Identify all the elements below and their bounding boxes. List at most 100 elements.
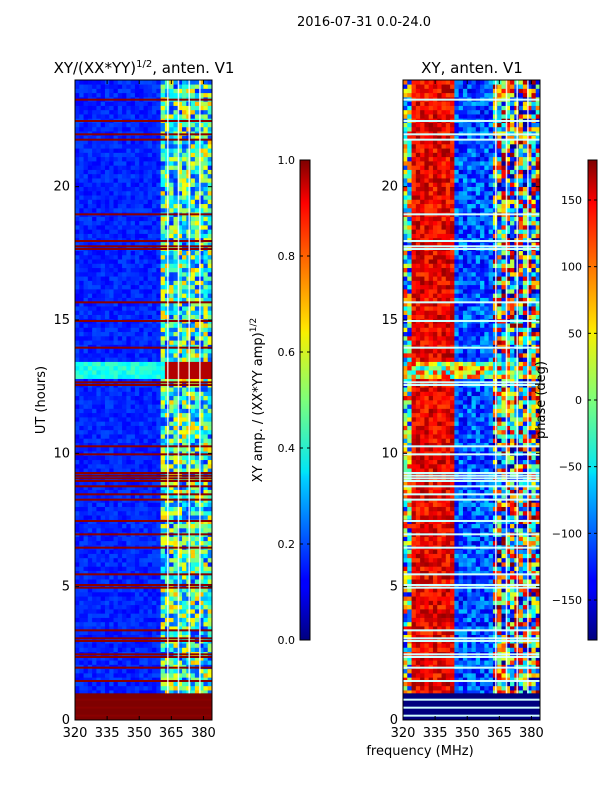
- heatmap-cell: [152, 553, 157, 559]
- heatmap-cell: [190, 92, 196, 98]
- heatmap-cell: [152, 570, 157, 576]
- heatmap-cell: [152, 284, 157, 290]
- heatmap-cell: [83, 242, 89, 247]
- heatmap-cell: [147, 220, 153, 226]
- heatmap-cell: [83, 395, 89, 401]
- heatmap-cell: [169, 690, 174, 695]
- heatmap-cell: [139, 293, 144, 298]
- heatmap-cell: [143, 280, 149, 286]
- heatmap-cell: [130, 493, 136, 499]
- heatmap-cell: [152, 425, 157, 431]
- heatmap-cell: [117, 459, 123, 465]
- heatmap-cell: [203, 574, 209, 580]
- heatmap-cell: [92, 553, 97, 559]
- heatmap-cell: [199, 566, 204, 571]
- heatmap-cell: [169, 609, 174, 614]
- heatmap-cell: [126, 254, 131, 260]
- heatmap-cell: [147, 280, 153, 286]
- heatmap-cell: [177, 685, 183, 691]
- heatmap-cell: [87, 681, 93, 687]
- heatmap-cell: [130, 182, 136, 187]
- flagged-row: [75, 480, 212, 482]
- heatmap-cell: [169, 613, 174, 618]
- heatmap-cell: [104, 190, 110, 196]
- heatmap-cell: [203, 242, 209, 247]
- heatmap-cell: [207, 220, 212, 226]
- heatmap-cell: [87, 613, 93, 618]
- heatmap-cell: [109, 455, 114, 461]
- heatmap-cell: [173, 442, 179, 448]
- heatmap-cell: [96, 626, 101, 631]
- heatmap-cell: [83, 668, 89, 674]
- heatmap-cell: [177, 229, 183, 234]
- heatmap-cell: [79, 434, 84, 439]
- heatmap-cell: [83, 276, 89, 281]
- heatmap-cell: [143, 357, 149, 362]
- heatmap-cell: [194, 182, 200, 187]
- heatmap-cell: [194, 378, 200, 384]
- heatmap-cell: [152, 387, 157, 392]
- heatmap-cell: [113, 391, 119, 397]
- heatmap-cell: [83, 493, 89, 499]
- heatmap-cell: [139, 570, 144, 576]
- heatmap-cell: [126, 169, 131, 175]
- heatmap-cell: [160, 604, 166, 610]
- heatmap-cell: [83, 340, 89, 345]
- heatmap-cell: [190, 400, 196, 405]
- heatmap-cell: [96, 178, 101, 183]
- heatmap-cell: [109, 199, 114, 205]
- heatmap-cell: [130, 348, 136, 354]
- heatmap-cell: [109, 216, 114, 222]
- heatmap-cell: [182, 225, 187, 230]
- heatmap-cell: [173, 434, 179, 439]
- heatmap-cell: [169, 459, 174, 465]
- heatmap-cell: [143, 404, 149, 409]
- heatmap-cell: [139, 336, 144, 341]
- heatmap-cell: [92, 254, 97, 260]
- x-tick-label: 365: [159, 726, 184, 741]
- heatmap-cell: [182, 293, 187, 298]
- heatmap-cell: [117, 276, 123, 281]
- heatmap-cell: [113, 84, 119, 89]
- heatmap-cell: [177, 395, 183, 401]
- heatmap-cell: [117, 144, 123, 149]
- heatmap-cell: [134, 135, 140, 141]
- heatmap-cell: [134, 515, 140, 520]
- heatmap-cell: [199, 254, 204, 260]
- heatmap-cell: [113, 101, 119, 106]
- heatmap-cell: [126, 289, 131, 294]
- heatmap-cell: [113, 216, 119, 222]
- heatmap-cell: [152, 182, 157, 187]
- heatmap-cell: [182, 502, 187, 507]
- heatmap-cell: [96, 173, 101, 179]
- heatmap-cell: [104, 165, 110, 170]
- heatmap-cell: [122, 139, 127, 145]
- heatmap-cell: [173, 400, 179, 405]
- heatmap-cell: [126, 562, 131, 567]
- heatmap-cell: [160, 681, 166, 687]
- heatmap-cell: [109, 173, 114, 179]
- heatmap-cell: [134, 408, 140, 414]
- heatmap-cell: [109, 579, 114, 584]
- heatmap-cell: [160, 374, 166, 379]
- heatmap-cell: [203, 455, 209, 461]
- heatmap-cell: [113, 284, 119, 290]
- heatmap-cell: [134, 336, 140, 341]
- heatmap-cell: [207, 114, 212, 119]
- heatmap-cell: [160, 306, 166, 311]
- heatmap-cell: [173, 190, 179, 196]
- heatmap-cell: [92, 604, 97, 610]
- heatmap-cell: [199, 105, 204, 111]
- heatmap-cell: [104, 293, 110, 298]
- heatmap-cell: [156, 536, 161, 542]
- heatmap-cell: [203, 690, 209, 695]
- heatmap-cell: [83, 156, 89, 162]
- heatmap-cell: [83, 387, 89, 392]
- heatmap-cell: [122, 673, 127, 678]
- heatmap-cell: [177, 186, 183, 192]
- heatmap-cell: [194, 493, 200, 499]
- heatmap-cell: [147, 510, 153, 516]
- heatmap-cell: [134, 613, 140, 618]
- heatmap-cell: [143, 681, 149, 687]
- heatmap-cell: [87, 515, 93, 520]
